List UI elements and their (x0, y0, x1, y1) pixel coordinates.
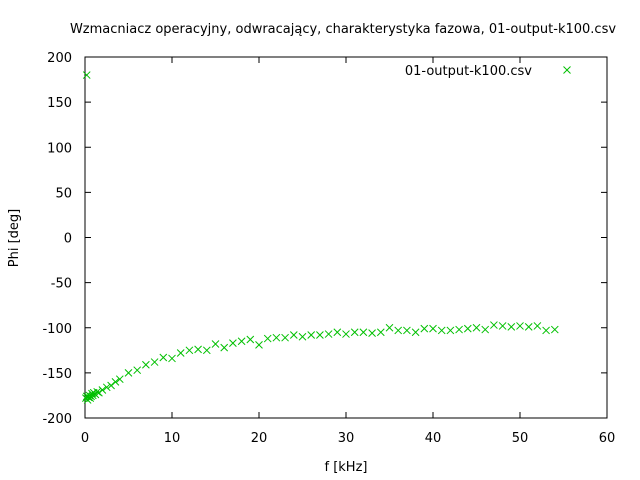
data-point (107, 381, 115, 390)
y-tick-label: 0 (64, 232, 72, 247)
data-point (490, 321, 498, 329)
data-point (359, 328, 368, 337)
x-tick-label: 40 (425, 431, 442, 446)
data-point (307, 331, 316, 339)
data-point (446, 326, 455, 335)
data-point (111, 378, 120, 386)
data-point (87, 392, 95, 401)
data-point (124, 369, 133, 377)
x-tick-label: 20 (251, 431, 268, 446)
data-point (455, 325, 463, 334)
data-point (481, 325, 490, 334)
data-point (185, 346, 194, 355)
x-axis: 0 10 20 30 40 50 60 (81, 57, 615, 446)
x-axis-label: f [kHz] (325, 460, 368, 475)
data-point (133, 366, 142, 375)
data-point (220, 343, 229, 352)
y-tick-label: 200 (47, 51, 72, 66)
data-point (194, 345, 202, 354)
data-point (115, 375, 124, 384)
data-point (437, 326, 446, 335)
legend-marker (563, 66, 571, 74)
data-point (533, 322, 542, 330)
data-point (316, 331, 324, 339)
data-point (324, 330, 333, 338)
data-points (82, 71, 559, 404)
data-point (376, 328, 385, 337)
data-point (263, 334, 272, 343)
data-point (202, 346, 211, 355)
x-tick-label: 30 (338, 431, 355, 446)
data-point (168, 354, 176, 363)
data-point (82, 71, 91, 79)
y-tick-label: 150 (47, 96, 72, 111)
data-point (88, 391, 97, 400)
data-point (176, 349, 185, 357)
data-point (102, 383, 111, 392)
data-point (211, 340, 220, 348)
data-point (463, 324, 472, 333)
data-point (385, 323, 394, 332)
data-point (142, 360, 150, 369)
y-tick-label: -100 (42, 322, 72, 337)
data-point (403, 326, 411, 335)
data-point (255, 341, 263, 349)
data-point (159, 353, 168, 362)
data-point (298, 332, 307, 341)
data-point (411, 328, 420, 337)
data-point (246, 335, 255, 344)
data-point (524, 322, 533, 331)
y-axis-label: Phi [deg] (7, 209, 22, 267)
legend: 01-output-k100.csv (405, 64, 571, 79)
data-point (93, 387, 102, 396)
data-point (394, 326, 403, 335)
x-tick-label: 10 (164, 431, 181, 446)
y-tick-label: -150 (42, 367, 72, 382)
data-point (498, 322, 507, 330)
data-point (229, 339, 237, 347)
data-point (350, 328, 359, 337)
data-point (98, 386, 107, 394)
plot-frame (84, 56, 608, 419)
y-tick-label: -200 (42, 412, 72, 427)
chart-title: Wzmacniacz operacyjny, odwracający, char… (70, 22, 616, 37)
data-point (95, 388, 103, 397)
data-point (420, 324, 429, 333)
data-point (472, 323, 481, 332)
legend-marker-x (563, 66, 571, 74)
y-tick-label: 50 (55, 186, 72, 201)
x-tick-label: 0 (81, 431, 89, 446)
data-point (272, 333, 281, 342)
data-point (429, 324, 437, 333)
x-tick-label: 60 (599, 431, 616, 446)
data-point (368, 329, 376, 338)
y-tick-label: -50 (51, 277, 72, 292)
data-point (516, 322, 524, 330)
y-axis: -200 -150 -100 -50 0 50 100 150 200 (42, 51, 607, 427)
legend-label: 01-output-k100.csv (405, 64, 532, 79)
data-point (542, 326, 550, 335)
data-point (507, 322, 516, 331)
data-point (333, 328, 342, 337)
data-point (281, 333, 289, 342)
data-point (150, 358, 159, 366)
x-tick-label: 50 (512, 431, 529, 446)
data-point (342, 330, 350, 338)
data-point (550, 325, 559, 334)
data-point (237, 337, 246, 346)
y-tick-label: 100 (47, 141, 72, 156)
data-point (289, 331, 298, 339)
